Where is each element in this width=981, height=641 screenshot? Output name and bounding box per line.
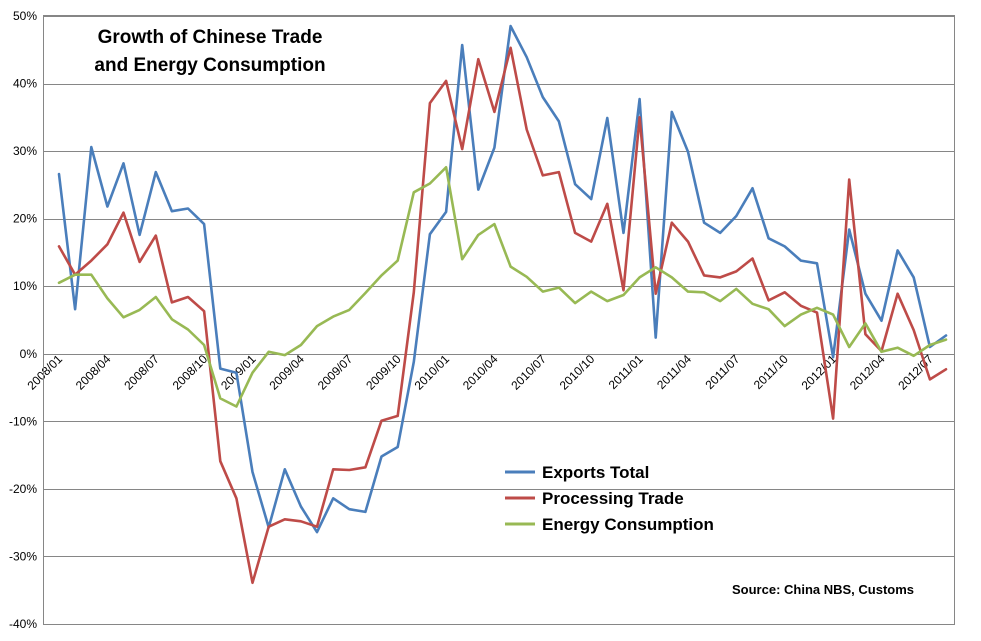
energy-consumption-line — [57, 166, 948, 408]
processing-trade-line — [57, 46, 948, 585]
y-tick-label: 30% — [13, 144, 37, 158]
y-tick-label: 50% — [13, 9, 37, 23]
y-tick-label: -30% — [9, 549, 37, 563]
legend-label-processing: Processing Trade — [542, 489, 684, 508]
source-note: Source: China NBS, Customs — [732, 582, 914, 597]
y-tick-label: 0% — [20, 347, 38, 361]
legend-label-energy: Energy Consumption — [542, 515, 714, 534]
y-tick-label: -20% — [9, 482, 37, 496]
legend: Exports Total Processing Trade Energy Co… — [505, 463, 714, 534]
y-tick-label: 20% — [13, 212, 37, 226]
chart-title: Growth of Chinese Trade and Energy Consu… — [94, 27, 325, 76]
plot-area-border — [43, 15, 955, 625]
y-axis-tick-labels: -40% -30% -20% -10% 0% 10% 20% 30% 40% 50% — [9, 9, 37, 631]
y-tick-label: -40% — [9, 617, 37, 631]
y-tick-label: -10% — [9, 414, 37, 428]
gridlines — [43, 16, 955, 625]
y-tick-label: 40% — [13, 77, 37, 91]
legend-label-exports: Exports Total — [542, 463, 649, 482]
y-tick-label: 10% — [13, 279, 37, 293]
chart-title-line-2: and Energy Consumption — [94, 55, 325, 76]
chart-title-line-1: Growth of Chinese Trade — [98, 27, 323, 48]
series-lines — [57, 24, 948, 585]
exports-total-line — [57, 24, 948, 534]
